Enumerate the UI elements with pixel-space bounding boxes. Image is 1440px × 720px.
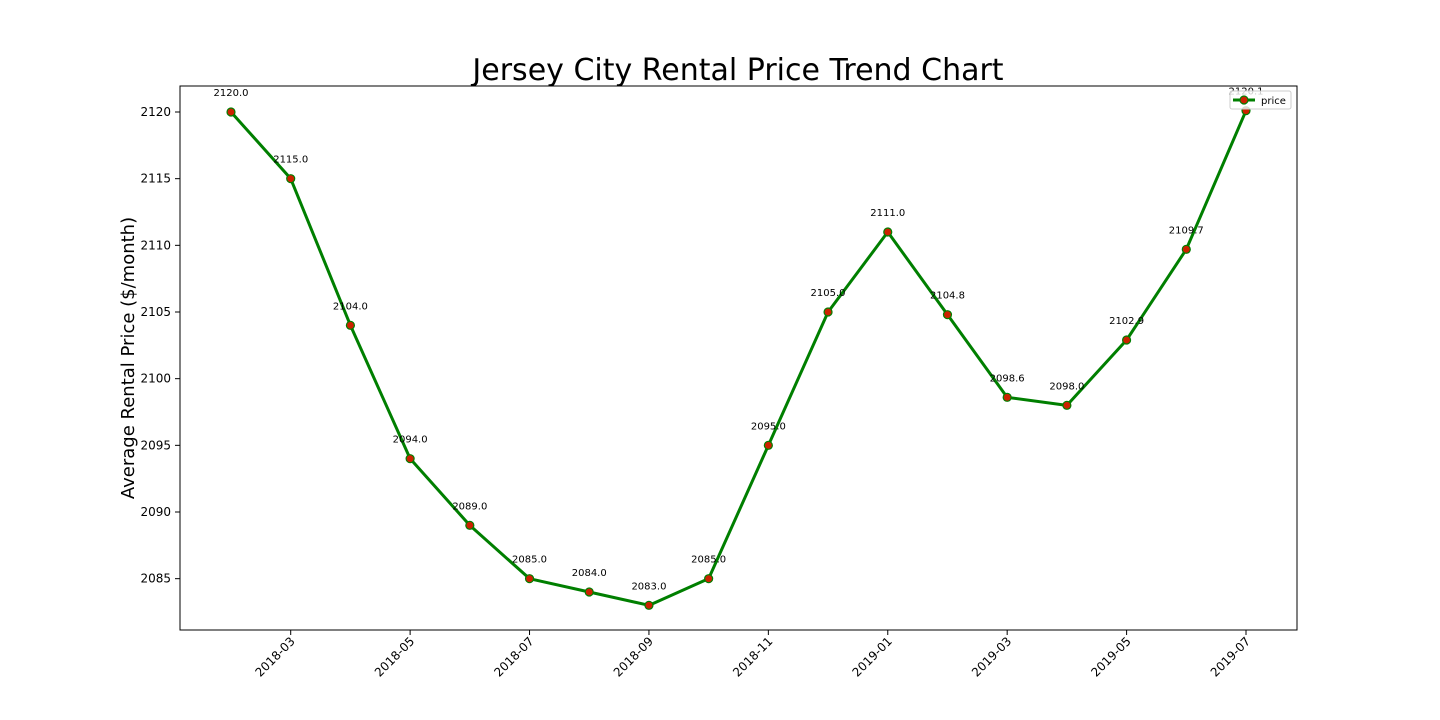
y-tick-label: 2095 [140, 438, 171, 452]
data-point [823, 307, 833, 317]
data-label: 2111.0 [870, 208, 905, 219]
data-label: 2104.0 [333, 301, 368, 312]
y-tick-label: 2120 [140, 105, 171, 119]
chart-title: Jersey City Rental Price Trend Chart [470, 53, 1003, 88]
x-tick-label: 2019-03 [969, 634, 1014, 679]
y-tick-label: 2100 [140, 372, 171, 386]
data-label: 2083.0 [631, 581, 666, 592]
legend-box [1229, 90, 1292, 110]
y-tick-label: 2110 [140, 238, 171, 252]
data-point [704, 574, 714, 584]
y-tick-label: 2090 [140, 505, 171, 519]
data-point [644, 600, 654, 610]
legend: price [1229, 90, 1292, 110]
data-label: 2102.9 [1109, 316, 1144, 327]
data-label: 2115.0 [273, 155, 308, 166]
data-point [524, 574, 535, 584]
data-point [286, 174, 296, 184]
data-point [345, 320, 356, 330]
data-point [465, 520, 475, 530]
x-tick-label: 2019-05 [1088, 634, 1133, 679]
data-point [226, 107, 236, 117]
legend-marker-swatch [1239, 95, 1249, 105]
data-label: 2095.0 [751, 421, 786, 432]
data-point [1062, 400, 1072, 410]
x-tick-label: 2018-03 [252, 634, 297, 679]
data-point [1002, 392, 1012, 402]
data-label: 2089.0 [452, 501, 487, 512]
x-tick-label: 2018-11 [730, 634, 775, 679]
data-label: 2120.0 [214, 88, 249, 99]
data-point [1121, 335, 1132, 345]
plot-area: 2085 2090 2095 2100 2105 2110 2115 2120 2018-03 2… [140, 85, 1298, 680]
data-label: 2104.8 [930, 291, 965, 302]
data-point [883, 227, 893, 237]
x-tick-label: 2018-07 [491, 634, 536, 679]
data-label: 2094.0 [393, 435, 428, 446]
x-tick-label: 2019-01 [850, 634, 895, 679]
series-line-price [229, 110, 1248, 607]
data-label: 2105.0 [811, 288, 846, 299]
data-label: 2098.0 [1049, 381, 1084, 392]
y-tick-label: 2115 [140, 172, 171, 186]
data-label: 2098.6 [990, 373, 1025, 384]
data-point [942, 310, 953, 320]
plot-frame [179, 85, 1298, 631]
x-tick-label: 2018-09 [611, 634, 656, 679]
legend-label: price [1261, 96, 1286, 107]
data-label: 2084.0 [572, 568, 607, 579]
x-tick-label: 2018-05 [372, 634, 417, 679]
data-label: 2109.7 [1169, 225, 1204, 236]
data-label: 2085.0 [691, 555, 726, 566]
data-point [1181, 244, 1191, 254]
y-tick-label: 2085 [140, 572, 171, 586]
data-point [405, 454, 415, 464]
data-label: 2085.0 [512, 555, 547, 566]
data-point [763, 440, 773, 450]
y-axis-label: Average Rental Price ($/month) [118, 217, 139, 499]
y-tick-label: 2105 [140, 305, 171, 319]
x-tick-label: 2019-07 [1208, 634, 1253, 679]
data-point [584, 587, 594, 597]
